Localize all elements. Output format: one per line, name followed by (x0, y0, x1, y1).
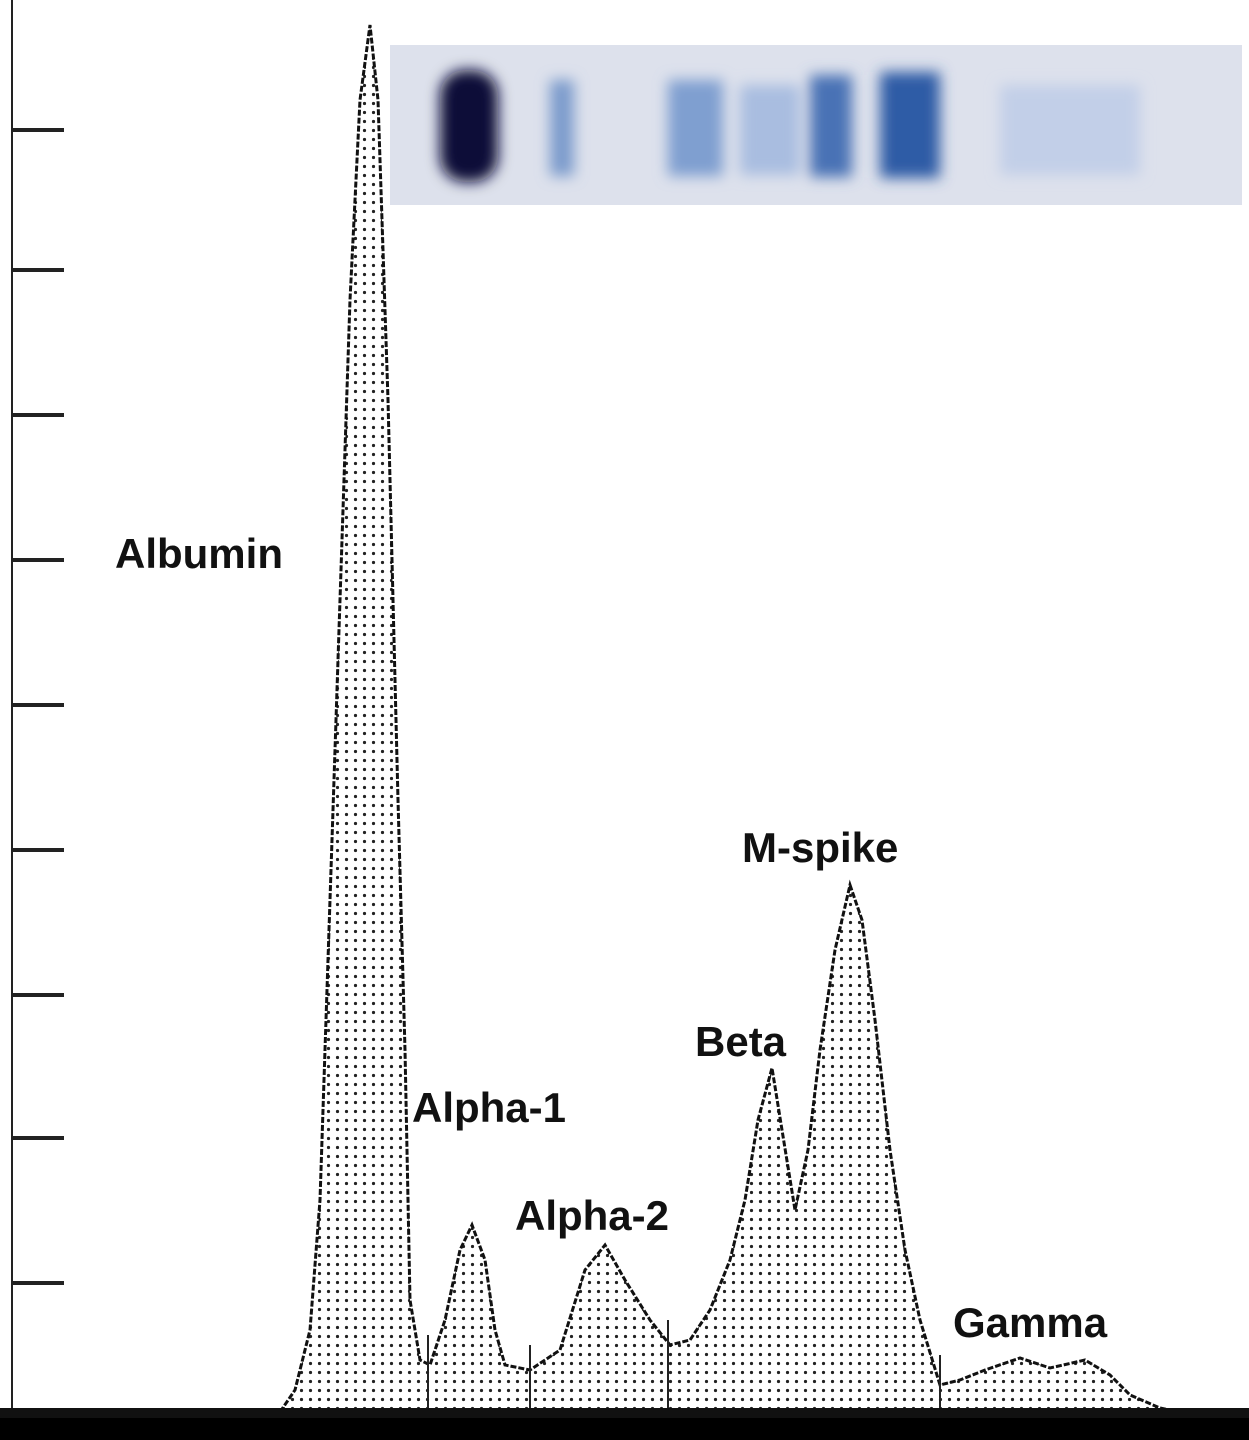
peak-label: Gamma (953, 1299, 1108, 1346)
peak-label: Beta (695, 1018, 787, 1065)
baseline (0, 1408, 1249, 1418)
peak-label: Albumin (115, 530, 283, 577)
density-trace (200, 25, 1180, 1415)
electrophoresis-figure: Albumin Alpha-1 Alpha-2 Beta M-spike Gam… (0, 0, 1249, 1440)
page: Albumin Alpha-1 Alpha-2 Beta M-spike Gam… (0, 0, 1249, 1440)
peak-label: Alpha-1 (412, 1084, 566, 1131)
peak-label: Alpha-2 (515, 1192, 669, 1239)
axis (12, 0, 64, 1412)
gel-strip (390, 45, 1242, 205)
peak-label: M-spike (742, 824, 898, 871)
bottom-bar (0, 1418, 1249, 1440)
